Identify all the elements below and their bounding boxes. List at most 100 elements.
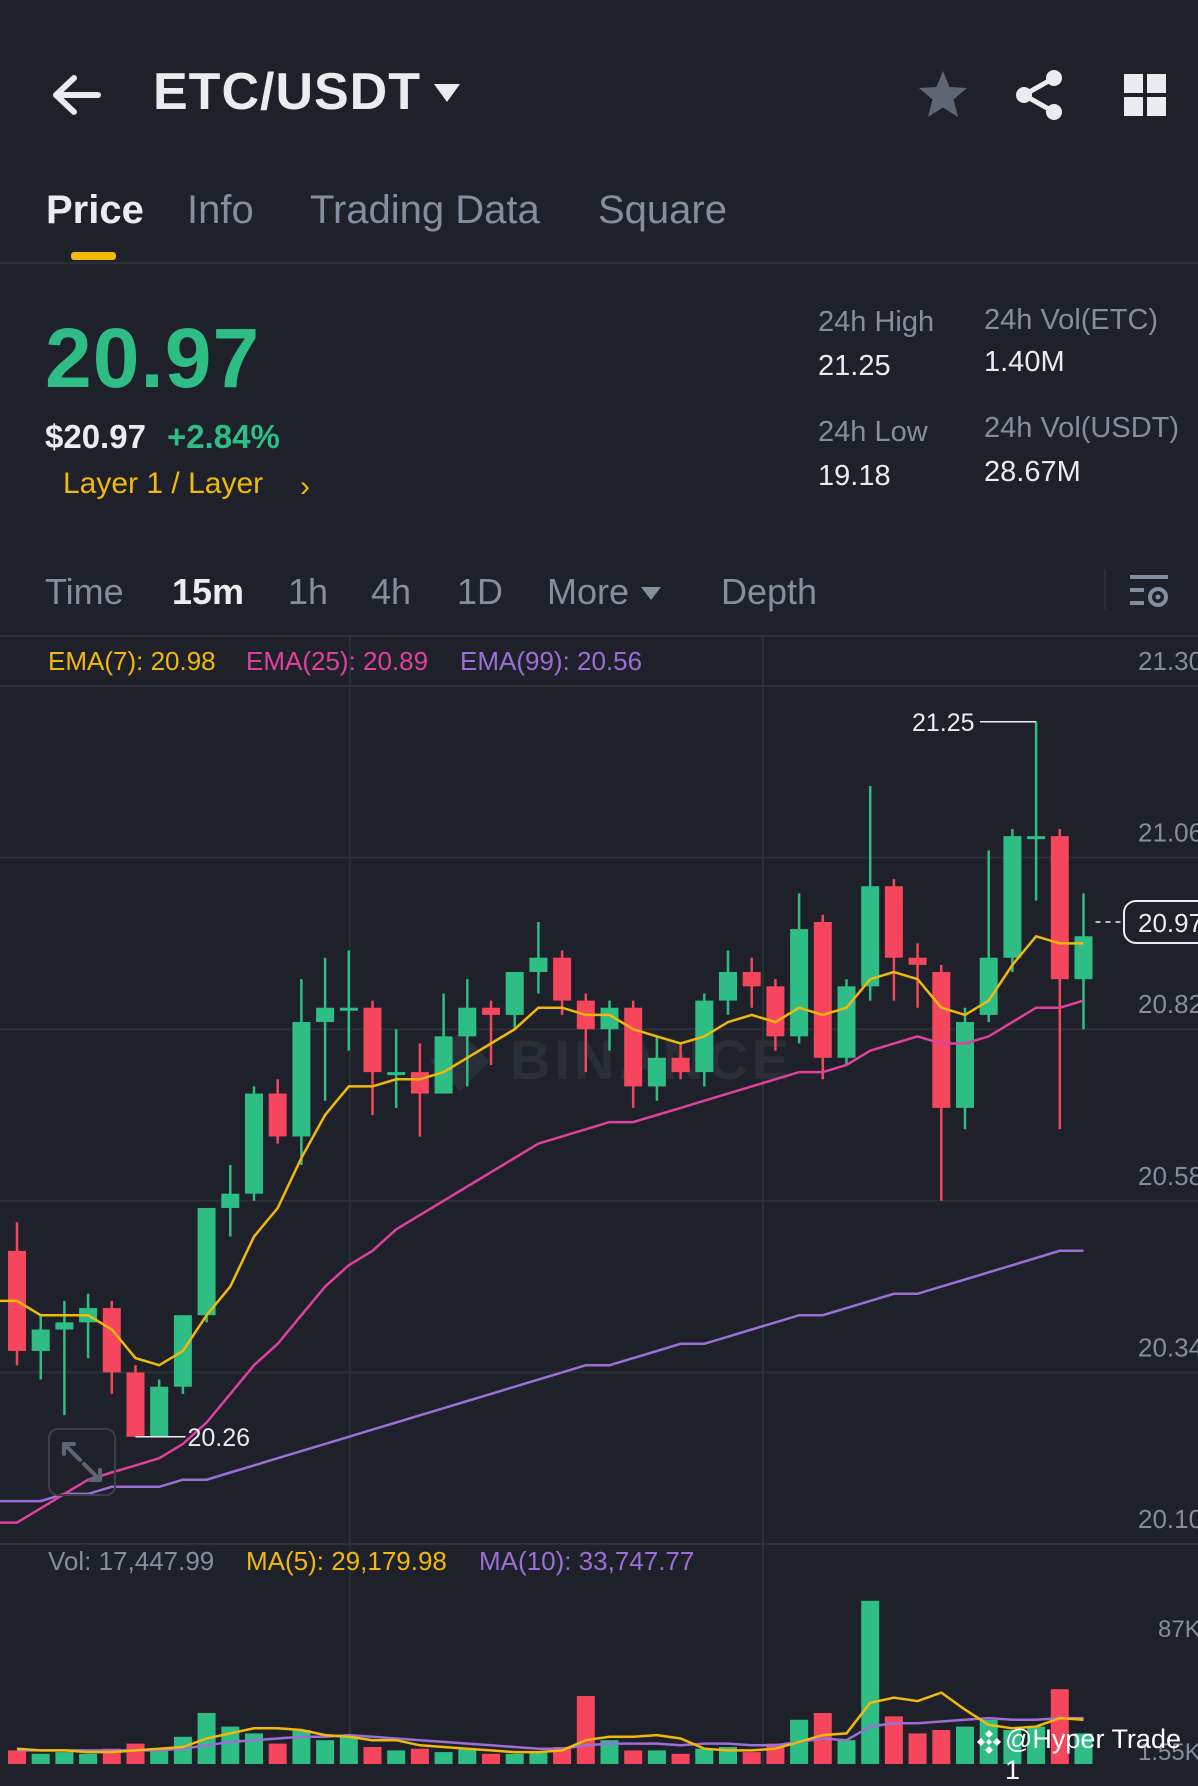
volume-bar	[884, 1716, 903, 1764]
current-price-badge	[1123, 899, 1198, 944]
volume-bar	[173, 1736, 192, 1764]
candle-down	[363, 1007, 382, 1073]
candle-down	[553, 957, 572, 1001]
ema99-legend: EMA(99): 20.56	[460, 646, 643, 676]
chart-settings-icon[interactable]	[1128, 569, 1172, 613]
volume-bar	[1050, 1689, 1069, 1764]
price-axis-label: 20.82	[1138, 989, 1198, 1019]
min-price-label: 20.26	[188, 1424, 251, 1452]
candle-up	[529, 957, 548, 972]
volume-bar	[671, 1753, 690, 1764]
interval-bar: Time 15m 1h 4h 1D More Depth	[0, 555, 1198, 637]
candle-down	[742, 972, 761, 987]
interval-1h[interactable]: 1h	[288, 571, 329, 612]
candle-down	[766, 986, 785, 1037]
candle-down	[102, 1308, 121, 1373]
interval-depth[interactable]: Depth	[721, 571, 818, 612]
fiat-price: $20.97	[45, 418, 146, 455]
candle-up	[292, 1022, 311, 1137]
candle-down	[268, 1093, 287, 1137]
low-label: 24h Low	[818, 416, 928, 448]
candle-up	[600, 1007, 619, 1030]
volume-bar	[410, 1748, 429, 1764]
candle-down	[813, 921, 832, 1058]
candle-up	[339, 1007, 358, 1011]
vol-usdt-value: 28.67M	[984, 456, 1081, 488]
candle-down	[482, 1007, 500, 1015]
candle-down	[884, 886, 903, 958]
candle-up	[861, 886, 880, 987]
volume-bar	[1003, 1730, 1022, 1764]
volume-bar	[861, 1600, 880, 1764]
volume-bar	[837, 1740, 856, 1764]
tab-info[interactable]: Info	[187, 188, 254, 232]
price-axis-label: 21.30	[1138, 646, 1198, 676]
tab-price[interactable]: Price	[46, 188, 144, 232]
price-change: +2.84%	[167, 418, 280, 455]
volume-bar	[956, 1726, 974, 1764]
volume-axis-label: 87K	[1158, 1616, 1198, 1643]
volume-bar	[482, 1753, 500, 1764]
tab-square[interactable]: Square	[598, 188, 727, 232]
price-axis-label: 20.10	[1138, 1504, 1198, 1534]
volume-bar	[79, 1753, 98, 1764]
price-axis-label: 20.34	[1138, 1332, 1198, 1362]
interval-15m[interactable]: 15m	[172, 571, 245, 612]
grid-icon[interactable]	[1122, 72, 1168, 118]
current-price-label: 20.97	[1138, 908, 1198, 938]
divider	[1104, 569, 1106, 609]
volume-bar	[1027, 1726, 1046, 1764]
back-arrow-icon[interactable]	[50, 70, 102, 120]
candlestick-chart[interactable]: 21.3021.0620.8220.5820.3420.10BINANCE21.…	[0, 636, 1198, 1764]
vol-etc-label: 24h Vol(ETC)	[984, 304, 1159, 336]
tab-bar: Price Info Trading Data Square	[0, 180, 1198, 264]
volume-bar	[742, 1752, 761, 1764]
ema25-legend: EMA(25): 20.89	[246, 646, 429, 676]
last-price: 20.97	[45, 311, 261, 405]
vol-ma5-legend: MA(5): 29,179.98	[246, 1546, 447, 1576]
interval-1d[interactable]: 1D	[457, 571, 504, 612]
max-price-label: 21.25	[912, 709, 975, 737]
candle-up	[505, 972, 524, 1015]
low-value: 19.18	[818, 460, 891, 492]
watermark-credit: @Hyper Trade 1	[1005, 1724, 1181, 1785]
candle-up	[221, 1193, 240, 1208]
share-icon[interactable]	[1012, 68, 1066, 122]
vol-etc-value: 1.40M	[984, 346, 1065, 378]
candle-down	[410, 1072, 429, 1094]
interval-4h[interactable]: 4h	[371, 571, 412, 612]
vol-ma5-line	[16, 1691, 1084, 1754]
candle-up	[979, 957, 998, 1015]
high-label: 24h High	[818, 306, 935, 338]
volume-bar	[505, 1753, 524, 1764]
candle-up	[387, 1072, 406, 1076]
candle-up	[719, 972, 737, 1001]
volume-legend: Vol: 17,447.99	[48, 1546, 215, 1576]
candle-up	[837, 986, 856, 1058]
volume-bar	[339, 1736, 358, 1764]
interval-more[interactable]: More	[547, 571, 630, 612]
fullscreen-button[interactable]	[48, 1428, 116, 1496]
volume-bar	[363, 1747, 382, 1764]
candle-up	[245, 1093, 263, 1194]
volume-bar	[458, 1748, 477, 1764]
ema99-line	[0, 1249, 1084, 1503]
volume-bar	[576, 1696, 595, 1764]
chevron-right-icon[interactable]: ›	[300, 470, 310, 503]
volume-bar	[932, 1730, 951, 1764]
star-icon[interactable]	[916, 68, 970, 122]
candle-up	[55, 1322, 74, 1330]
pair-title[interactable]: ETC/USDT	[153, 63, 421, 121]
ema7-legend: EMA(7): 20.98	[48, 646, 216, 676]
tab-trading-data[interactable]: Trading Data	[310, 188, 540, 232]
category-tag[interactable]: Layer 1 / Layer	[63, 467, 264, 500]
caret-down-icon[interactable]	[640, 585, 662, 601]
caret-down-icon[interactable]	[432, 80, 462, 106]
ema25-line	[0, 999, 1084, 1524]
volume-bar	[600, 1740, 619, 1764]
volume-bar	[316, 1740, 335, 1764]
candle-up	[434, 1036, 453, 1094]
candle-up	[647, 1057, 666, 1087]
vol-ma10-legend: MA(10): 33,747.77	[479, 1546, 695, 1576]
interval-time[interactable]: Time	[45, 571, 124, 612]
